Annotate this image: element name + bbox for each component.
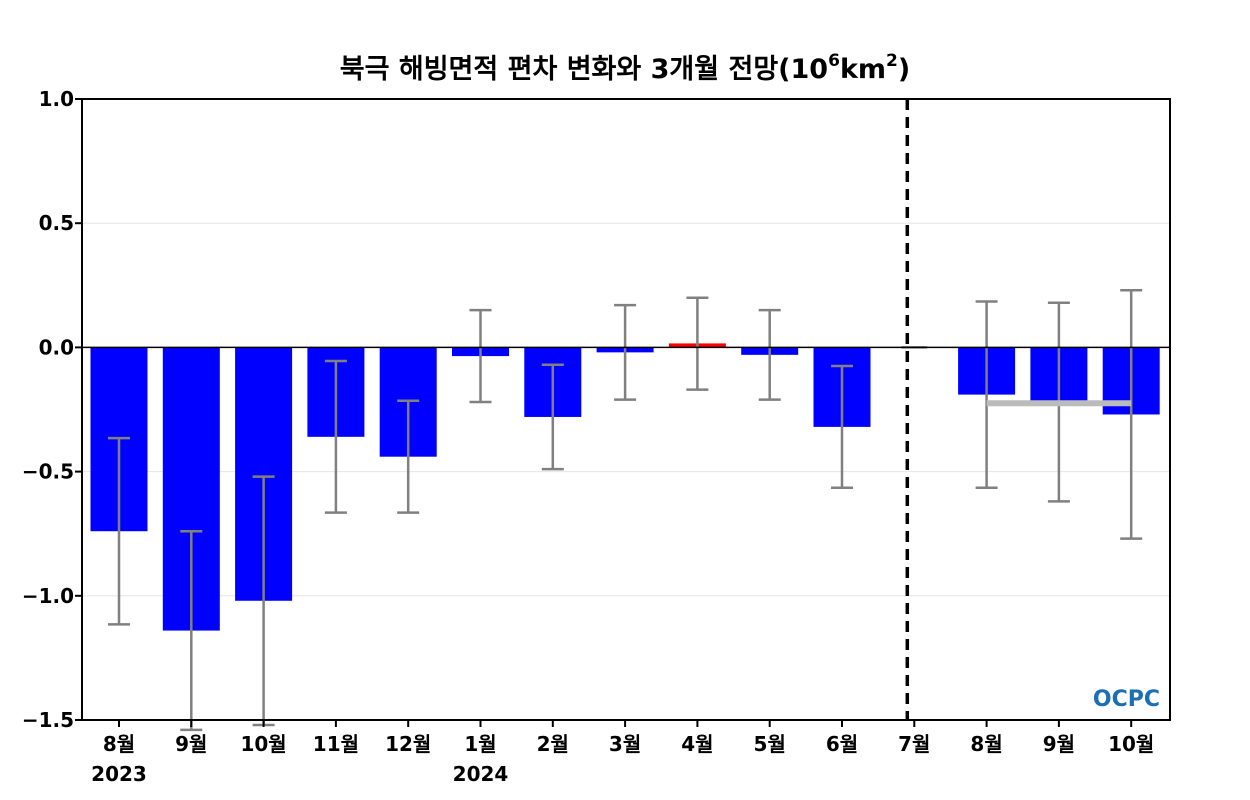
x-tick-label-13: 9월 xyxy=(1043,732,1075,756)
error-bar-14 xyxy=(1120,289,1143,540)
x-tick-label-5: 1월 xyxy=(464,732,496,756)
chart-title-unit: km xyxy=(840,54,886,85)
chart-title-end: ) xyxy=(898,54,910,85)
x-tick-label-0: 8월 xyxy=(103,732,135,756)
axes: 1.0 0.5 0.0 −0.5 −1.0 −1.5 8월 9월 10월 11월 12월 1월 2월 3월… xyxy=(22,87,1155,786)
error-bar-3 xyxy=(324,359,347,514)
x-tick-label-2: 10월 xyxy=(240,732,286,756)
x-year-label-0: 2023 xyxy=(91,762,147,786)
x-tick-label-9: 5월 xyxy=(754,732,786,756)
x-tick-label-8: 4월 xyxy=(681,732,713,756)
y-tick-label-3: −0.5 xyxy=(22,460,74,484)
chart-title: 북극 해빙면적 편차 변화와 3개월 전망(106km2) xyxy=(340,51,910,85)
y-tick-label-0: 1.0 xyxy=(39,87,74,111)
x-tick-label-14: 10월 xyxy=(1108,732,1154,756)
chart-title-superscript-2: 2 xyxy=(886,51,898,71)
chart-title-superscript-6: 6 xyxy=(828,51,840,71)
y-tick-label-2: 0.0 xyxy=(39,335,74,359)
x-tick-label-1: 9월 xyxy=(175,732,207,756)
x-tick-label-6: 2월 xyxy=(537,732,569,756)
x-tick-label-3: 11월 xyxy=(313,732,359,756)
error-bars xyxy=(108,289,1143,732)
x-tick-label-4: 12월 xyxy=(385,732,431,756)
error-bar-1 xyxy=(180,529,203,732)
error-bar-4 xyxy=(397,399,420,514)
error-bar-10 xyxy=(831,364,853,489)
error-bar-9 xyxy=(758,308,781,401)
x-tick-label-10: 6월 xyxy=(826,732,858,756)
y-tick-label-4: −1.0 xyxy=(22,584,74,608)
error-bar-12 xyxy=(975,300,998,489)
chart-title-main: 북극 해빙면적 편차 변화와 3개월 전망(10 xyxy=(340,54,828,85)
error-bar-8 xyxy=(686,296,709,391)
ocpc-logo: OCPC xyxy=(1093,687,1160,712)
x-year-label-1: 2024 xyxy=(453,762,509,786)
overlays xyxy=(82,99,1170,720)
error-bar-6 xyxy=(541,363,564,471)
error-bar-0 xyxy=(108,436,130,626)
error-bar-7 xyxy=(614,303,637,401)
y-tick-label-1: 0.5 xyxy=(39,211,74,235)
y-tick-label-5: −1.5 xyxy=(22,708,74,732)
x-tick-label-7: 3월 xyxy=(609,732,641,756)
x-tick-label-11: 7월 xyxy=(898,732,930,756)
x-tick-label-12: 8월 xyxy=(970,732,1002,756)
error-bar-5 xyxy=(469,308,492,404)
